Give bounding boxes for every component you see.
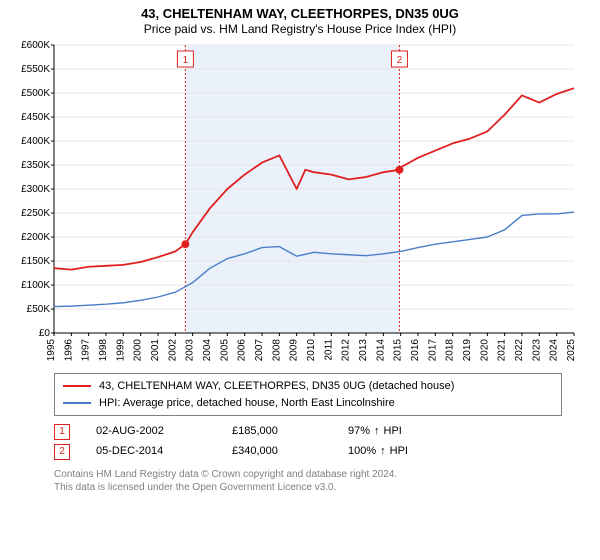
x-tick-label: 2016 (410, 339, 421, 362)
footer-line: This data is licensed under the Open Gov… (54, 481, 562, 494)
marker-row: 1 02-AUG-2002 £185,000 97%↑HPI (54, 422, 562, 442)
y-tick-label: £350K (21, 160, 50, 171)
y-tick-label: £450K (21, 112, 50, 123)
x-tick-label: 1997 (81, 339, 92, 362)
sale-badge-label: 1 (183, 55, 189, 66)
marker-table: 102-AUG-2002£185,00097%↑HPI205-DEC-2014£… (54, 422, 562, 462)
y-tick-label: £550K (21, 64, 50, 75)
y-tick-label: £300K (21, 184, 50, 195)
x-tick-label: 2008 (271, 339, 282, 362)
y-tick-label: £0 (39, 328, 51, 339)
line-chart: £0 £50K £100K £150K £200K £250K £300K £350K £400… (8, 39, 592, 369)
sale-badge-label: 2 (397, 55, 403, 66)
y-tick-label: £100K (21, 280, 50, 291)
x-tick-label: 2010 (306, 339, 317, 362)
x-tick-label: 2013 (358, 339, 369, 362)
x-tick-label: 2014 (375, 339, 386, 362)
x-tick-label: 2000 (133, 339, 144, 362)
x-tick-label: 2005 (219, 339, 230, 362)
x-tick-label: 2007 (254, 339, 265, 362)
legend-label: HPI: Average price, detached house, Nort… (99, 395, 395, 412)
x-tick-label: 2006 (237, 339, 248, 362)
pct-value: 100% (348, 442, 376, 462)
figure: 43, CHELTENHAM WAY, CLEETHORPES, DN35 0U… (0, 0, 600, 560)
x-tick-label: 2024 (549, 339, 560, 362)
x-tick-label: 2025 (566, 339, 577, 362)
pct-suffix: HPI (384, 422, 402, 442)
x-tick-label: 2002 (167, 339, 178, 362)
marker-row: 2 05-DEC-2014 £340,000 100%↑HPI (54, 442, 562, 462)
marker-price: £185,000 (232, 422, 322, 442)
y-tick-label: £50K (27, 304, 51, 315)
marker-badge: 1 (54, 424, 70, 440)
legend-label: 43, CHELTENHAM WAY, CLEETHORPES, DN35 0U… (99, 378, 454, 395)
chart-title: 43, CHELTENHAM WAY, CLEETHORPES, DN35 0U… (8, 6, 592, 22)
marker-pct: 97%↑HPI (348, 422, 402, 442)
footer-line: Contains HM Land Registry data © Crown c… (54, 468, 562, 481)
x-tick-label: 2003 (185, 339, 196, 362)
legend-swatch (63, 402, 91, 404)
up-arrow-icon: ↑ (374, 422, 380, 442)
marker-date: 02-AUG-2002 (96, 422, 206, 442)
marker-price: £340,000 (232, 442, 322, 462)
x-tick-label: 1998 (98, 339, 109, 362)
legend-item: 43, CHELTENHAM WAY, CLEETHORPES, DN35 0U… (63, 378, 553, 395)
x-tick-label: 2019 (462, 339, 473, 362)
x-tick-label: 2011 (323, 339, 334, 361)
marker-badge: 2 (54, 444, 70, 460)
pct-suffix: HPI (390, 442, 408, 462)
attribution-footer: Contains HM Land Registry data © Crown c… (54, 468, 562, 494)
x-tick-label: 2020 (479, 339, 490, 362)
x-tick-label: 2009 (289, 339, 300, 362)
x-tick-label: 2004 (202, 339, 213, 362)
x-tick-label: 2021 (497, 339, 508, 362)
sale-point (181, 240, 189, 248)
x-tick-label: 1995 (46, 339, 57, 362)
sale-point (395, 166, 403, 174)
pct-value: 97% (348, 422, 370, 442)
x-tick-label: 1996 (63, 339, 74, 362)
y-tick-label: £200K (21, 232, 50, 243)
y-tick-label: £500K (21, 88, 50, 99)
x-tick-label: 2001 (150, 339, 161, 362)
y-tick-label: £400K (21, 136, 50, 147)
x-tick-label: 2017 (427, 339, 438, 362)
legend: 43, CHELTENHAM WAY, CLEETHORPES, DN35 0U… (54, 373, 562, 416)
y-tick-label: £250K (21, 208, 50, 219)
chart-subtitle: Price paid vs. HM Land Registry's House … (8, 22, 592, 38)
marker-date: 05-DEC-2014 (96, 442, 206, 462)
x-tick-label: 2023 (531, 339, 542, 362)
x-tick-label: 2018 (445, 339, 456, 362)
marker-pct: 100%↑HPI (348, 442, 408, 462)
legend-item: HPI: Average price, detached house, Nort… (63, 395, 553, 412)
legend-swatch (63, 385, 91, 387)
x-tick-label: 2022 (514, 339, 525, 362)
x-tick-label: 1999 (115, 339, 126, 362)
up-arrow-icon: ↑ (380, 442, 386, 462)
chart-area: £0 £50K £100K £150K £200K £250K £300K £350K £400… (8, 39, 592, 369)
y-tick-label: £150K (21, 256, 50, 267)
y-tick-label: £600K (21, 40, 50, 51)
x-tick-label: 2015 (393, 339, 404, 362)
x-tick-label: 2012 (341, 339, 352, 362)
